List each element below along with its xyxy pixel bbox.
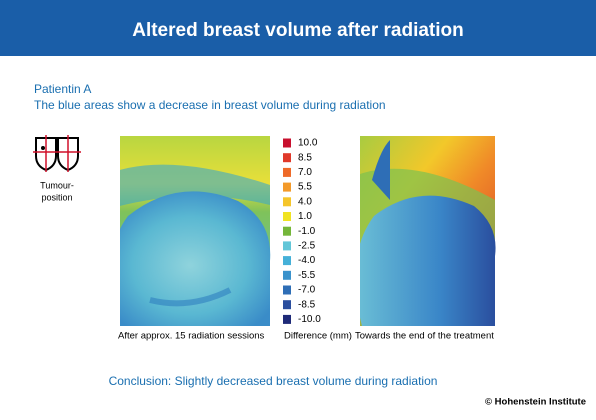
caption: After approx. 15 radiation sessions (118, 331, 265, 342)
legend-label: -8.5 (298, 299, 316, 310)
legend-label: -5.5 (298, 270, 316, 281)
legend-swatch (283, 270, 291, 280)
patient: Patientin A (34, 82, 91, 96)
legend-swatch (283, 226, 291, 236)
legend: 10.0 8.5 7.0 5.5 4.0 1.0 -1.0 -2.5 -4.0 -5.5 -7.0 -… (283, 138, 321, 325)
legend-label: -7.0 (298, 285, 316, 296)
legend-swatch (283, 138, 291, 148)
legend-swatch (283, 212, 291, 221)
legend-swatch (283, 300, 291, 310)
legend-label: 5.5 (298, 182, 312, 193)
legend-label: -10.0 (298, 314, 321, 325)
legend-title: Difference (mm) (284, 331, 352, 342)
legend-swatch (283, 167, 291, 177)
legend-label: -4.0 (298, 255, 316, 266)
legend-label: 8.5 (298, 152, 312, 163)
legend-label: 4.0 (298, 196, 312, 207)
legend-label: 1.0 (298, 211, 312, 222)
icon-label: Tumour- (40, 180, 74, 190)
caption: Towards the end of the treatment (355, 331, 494, 342)
right-heatmap (345, 136, 496, 326)
legend-swatch (283, 285, 291, 295)
legend-swatch (283, 241, 291, 251)
conclusion: Conclusion: Slightly decreased breast vo… (109, 374, 438, 388)
left-heatmap (105, 136, 271, 326)
legend-swatch (283, 314, 291, 324)
legend-label: -1.0 (298, 226, 316, 237)
legend-label: -2.5 (298, 241, 316, 252)
legend-swatch (283, 256, 291, 266)
legend-label: 10.0 (298, 138, 318, 149)
legend-swatch (283, 153, 291, 163)
tumour-icon (33, 135, 81, 172)
legend-swatch (283, 197, 291, 207)
legend-swatch (283, 182, 291, 192)
title: Altered breast volume after radiation (132, 20, 464, 41)
credit: © Hohenstein Institute (485, 397, 586, 408)
legend-label: 7.0 (298, 167, 312, 178)
description: The blue areas show a decrease in breast… (34, 98, 386, 112)
header-bar (0, 0, 596, 56)
icon-label: position (41, 192, 72, 202)
